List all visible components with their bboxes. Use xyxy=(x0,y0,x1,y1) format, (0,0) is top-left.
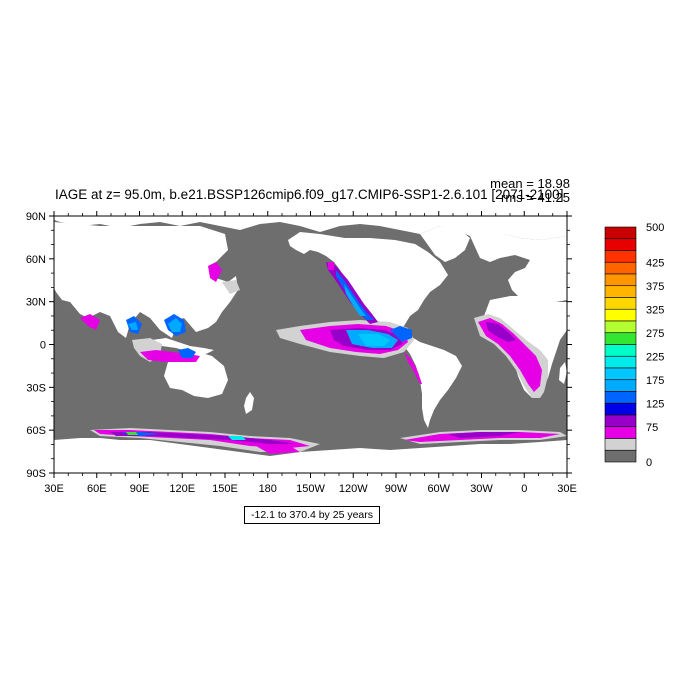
arctic-land xyxy=(54,216,567,240)
north-america-land xyxy=(288,232,448,338)
colorbar-swatch xyxy=(604,438,637,451)
gulf-alaska-magenta xyxy=(328,262,334,270)
east-pacific-cyan xyxy=(358,334,390,346)
colorbar-swatch xyxy=(604,238,637,251)
lat-tick-label: 90S xyxy=(26,468,46,480)
colorbar-label: 125 xyxy=(646,398,664,410)
lon-tick-label: 30E xyxy=(44,483,64,495)
southern-ross-magenta xyxy=(256,446,300,454)
east-pacific-dark-blue xyxy=(390,326,412,342)
colorbar-swatch xyxy=(604,297,637,310)
south-america-land xyxy=(398,336,462,428)
australia-land xyxy=(164,352,228,398)
colorbar-label: 225 xyxy=(646,351,664,363)
atlantic-purple xyxy=(486,322,516,342)
colorbar-swatch xyxy=(604,426,637,439)
colorbar-swatch xyxy=(604,449,637,463)
colorbar-swatch xyxy=(604,308,637,322)
lon-tick-label: 120E xyxy=(169,483,195,495)
colorbar-swatch xyxy=(604,344,637,357)
colorbar-label: 500 xyxy=(646,222,664,234)
colorbar-swatch xyxy=(604,332,637,345)
lon-tick-label: 0 xyxy=(521,483,527,495)
southern-magenta-east xyxy=(404,432,560,442)
plot-title: IAGE at z= 95.0m, b.e21.BSSP126cmip6.f09… xyxy=(55,187,564,202)
lon-tick-label: 90E xyxy=(130,483,150,495)
southern-purple-east xyxy=(448,432,520,438)
southern-purple-west xyxy=(110,432,296,444)
colorbar-swatch xyxy=(604,367,637,381)
rms-stat: rms = 41.25 xyxy=(500,190,570,205)
lon-tick-label: 60W xyxy=(427,483,450,495)
colorbar-label: 75 xyxy=(646,422,658,434)
colorbar-swatch xyxy=(604,261,637,275)
lon-tick-label: 150W xyxy=(296,483,325,495)
na-coast-blue xyxy=(336,270,374,320)
lon-tick-label: 30W xyxy=(470,483,493,495)
colorbar-swatch xyxy=(604,391,637,404)
sa-coast-magenta xyxy=(404,352,422,384)
madagascar-land xyxy=(559,362,567,384)
mean-stat: mean = 18.98 xyxy=(490,176,570,191)
lon-tick-label: 90W xyxy=(385,483,408,495)
southern-cyan-west xyxy=(228,436,246,440)
lat-tick-label: 30S xyxy=(26,382,46,394)
bay-bengal-cyan xyxy=(128,322,138,330)
lat-tick-label: 30N xyxy=(26,297,46,309)
southern-green-west xyxy=(126,432,138,435)
colorbar-swatch xyxy=(604,402,637,416)
colorbar-label: 375 xyxy=(646,281,664,293)
indonesia-land xyxy=(152,338,214,354)
colorbar-label: 0 xyxy=(646,457,652,469)
colorbar-label: 425 xyxy=(646,257,664,269)
colorbar-swatch xyxy=(604,320,637,334)
colorbar-label: 325 xyxy=(646,304,664,316)
antarctica-land xyxy=(54,438,567,473)
contour-range-note: -12.1 to 370.4 by 25 years xyxy=(244,506,380,524)
eurasia-land xyxy=(54,222,238,338)
colorbar-swatch xyxy=(604,273,637,287)
greenland-land xyxy=(420,226,470,262)
japan-sea-light xyxy=(222,280,240,294)
lon-tick-label: 60E xyxy=(87,483,107,495)
lon-tick-label: 30E xyxy=(557,483,577,495)
south-china-sea-cyan xyxy=(168,318,182,332)
arabian-magenta xyxy=(80,314,100,330)
colorbar: 500 425 375 325 275 225 175 125 75 0 xyxy=(604,222,664,469)
colorbar-swatch xyxy=(604,414,637,428)
indonesian-seas-magenta xyxy=(140,350,200,362)
colorbar-label: 275 xyxy=(646,328,664,340)
colorbar-swatch xyxy=(604,250,637,263)
colorbar-label: 175 xyxy=(646,375,664,387)
colorbar-swatch xyxy=(604,285,637,298)
indonesian-seas-blue xyxy=(178,348,196,358)
lon-tick-label: 180 xyxy=(259,483,277,495)
japan-sea-magenta xyxy=(208,262,222,282)
lat-tick-label: 60N xyxy=(26,254,46,266)
axis-ticks: 90N 60N 30N 0 30S 60S 90S 30E 60E 90E 120E 150E 180 1… xyxy=(26,211,577,495)
europe-land xyxy=(470,234,567,302)
lat-tick-label: 60S xyxy=(26,425,46,437)
new-zealand-land xyxy=(244,392,254,414)
atlantic-magenta xyxy=(478,318,542,392)
colorbar-swatch xyxy=(604,226,637,240)
lon-tick-label: 120W xyxy=(339,483,368,495)
lat-tick-label: 0 xyxy=(40,340,46,352)
colorbar-swatch xyxy=(604,379,637,392)
lat-tick-label: 90N xyxy=(26,211,46,223)
lon-tick-label: 150E xyxy=(212,483,238,495)
colorbar-swatch xyxy=(604,355,637,369)
